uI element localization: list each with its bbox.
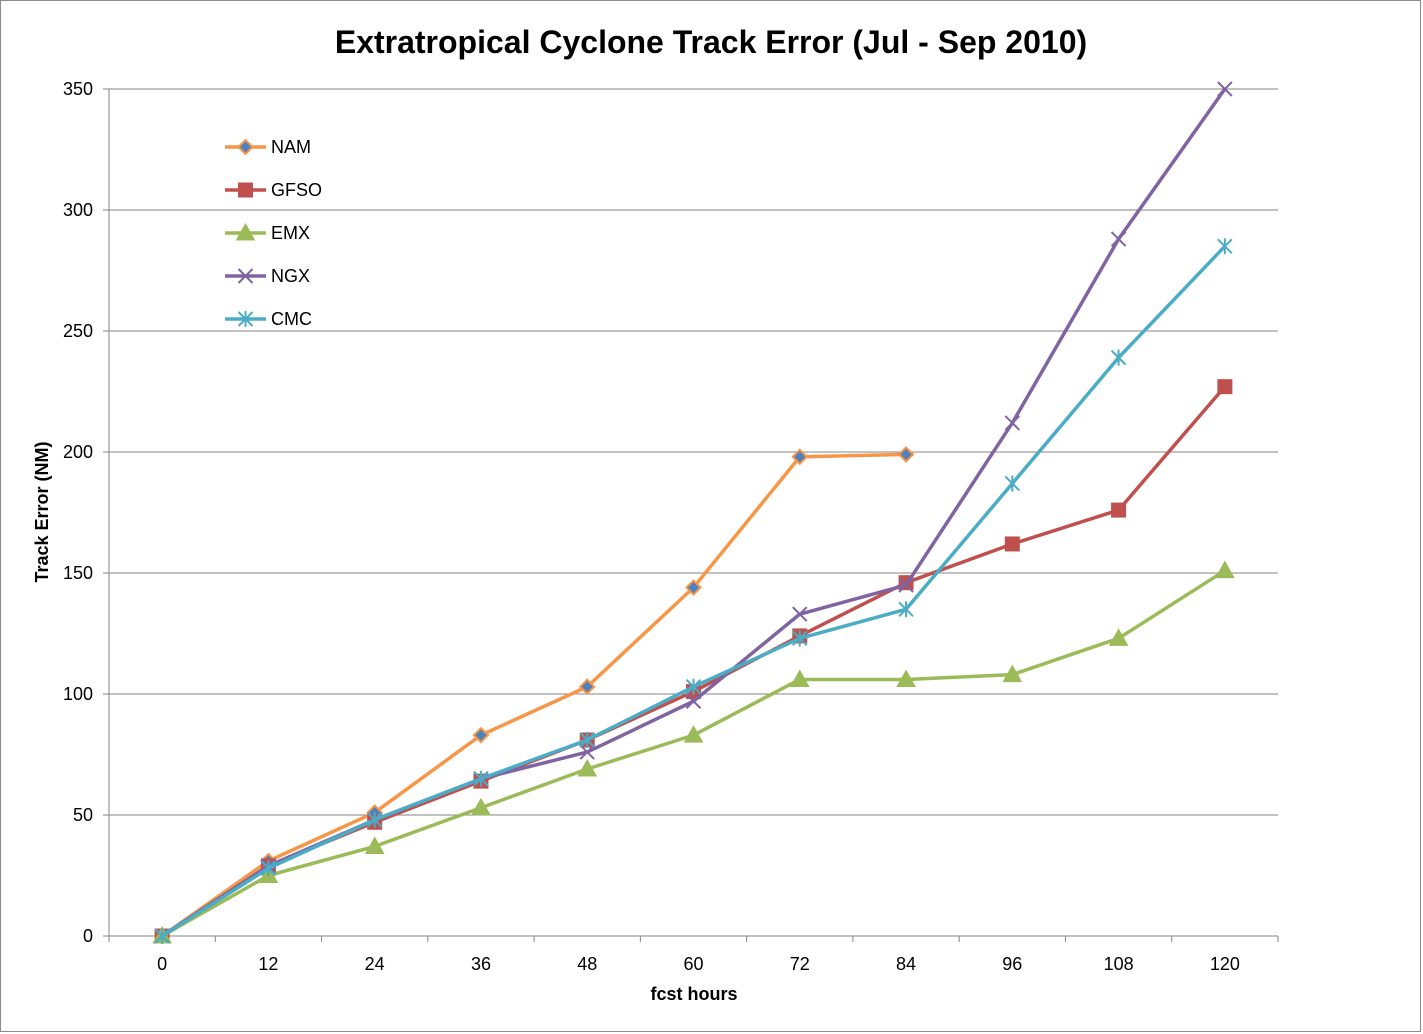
y-tick-label: 0 [83,926,93,946]
data-point-cmc [1110,349,1127,366]
data-point-emx [896,669,916,687]
data-point-ngx [1110,231,1127,247]
data-point-cmc [579,731,595,748]
data-point-gfso [1004,536,1020,552]
legend-item-gfso: GFSO [225,180,322,200]
gridlines [109,88,1278,816]
y-tick-label: 300 [63,200,93,220]
legend-item-cmc: CMC [225,309,312,329]
series-ngx [154,81,1233,944]
x-tick-label: 72 [790,954,810,974]
series-emx [152,560,1235,944]
x-tick-label: 48 [577,954,597,974]
data-point-ngx [792,606,808,622]
legend-label: NGX [271,266,310,286]
y-axis-label: Track Error (NM) [32,441,52,582]
x-tick-label: 12 [258,954,278,974]
legend-item-ngx: NGX [225,266,310,286]
y-tick-label: 200 [63,442,93,462]
x-tick-label: 96 [1002,954,1022,974]
legend-item-emx: EMX [225,222,310,243]
data-point-ngx [1217,81,1233,97]
data-point-cmc [1217,238,1233,255]
data-point-cmc [898,601,914,618]
data-point-cmc [366,811,383,828]
data-point-ngx [579,744,595,760]
series-line-ngx [161,87,1227,938]
data-point-nam [897,446,915,463]
legend-label: GFSO [271,180,322,200]
legend-label: NAM [271,137,311,157]
chart-title: Extratropical Cyclone Track Error (Jul -… [335,24,1087,60]
x-tick-label: 108 [1104,954,1134,974]
data-point-emx [1108,628,1129,646]
x-axis-ticks: 0 12 24 36 48 60 72 84 96 108 120 [108,936,1279,974]
data-point-cmc [154,928,170,944]
data-point-ngx [1004,415,1021,431]
legend-marker-cmc [237,311,254,327]
legend: NAM GFSO EMX NGX CMC [225,137,322,329]
y-tick-label: 250 [63,321,93,341]
series-line-gfso [161,385,1227,938]
data-point-gfso [1217,379,1233,395]
series-gfso [154,379,1233,944]
legend-label: EMX [271,223,310,243]
data-point-nam [791,448,809,466]
data-point-cmc [473,770,489,787]
series-cmc [154,238,1233,944]
legend-item-nam: NAM [225,137,311,157]
x-tick-label: 24 [365,954,385,974]
axes [108,89,1278,937]
series-line-nam [161,452,907,938]
data-point-cmc [1004,475,1021,492]
series-line-emx [161,569,1226,938]
x-tick-label: 84 [896,954,916,974]
legend-marker-emx [235,222,256,241]
data-point-ngx [685,693,702,709]
legend-marker-nam [237,138,254,156]
y-tick-label: 350 [63,79,93,99]
legend-marker-ngx [237,268,254,284]
x-tick-label: 120 [1210,954,1240,974]
data-point-emx [1215,560,1235,579]
data-point-emx [1002,664,1023,683]
legend-label: CMC [271,309,312,329]
y-tick-label: 100 [63,684,93,704]
data-point-gfso [1111,502,1127,518]
data-point-ngx [898,577,914,593]
x-tick-label: 0 [157,954,167,974]
data-point-emx [364,836,385,854]
legend-marker-gfso [238,182,253,198]
data-point-nam [685,579,702,596]
x-tick-label: 60 [683,954,703,974]
data-point-emx [471,797,491,816]
data-point-cmc [260,860,277,877]
y-tick-label: 150 [63,563,93,583]
data-point-cmc [685,678,702,695]
x-tick-label: 36 [471,954,491,974]
data-point-emx [789,669,810,687]
y-tick-label: 50 [73,805,93,825]
data-point-nam [578,678,596,696]
data-point-cmc [792,630,808,647]
data-point-emx [577,759,598,777]
data-point-emx [683,725,704,743]
x-axis-label: fcst hours [650,984,737,1004]
series-group [152,81,1235,945]
data-point-nam [472,726,490,744]
y-axis-ticks: 0 50 100 150 200 250 300 350 [63,79,109,946]
